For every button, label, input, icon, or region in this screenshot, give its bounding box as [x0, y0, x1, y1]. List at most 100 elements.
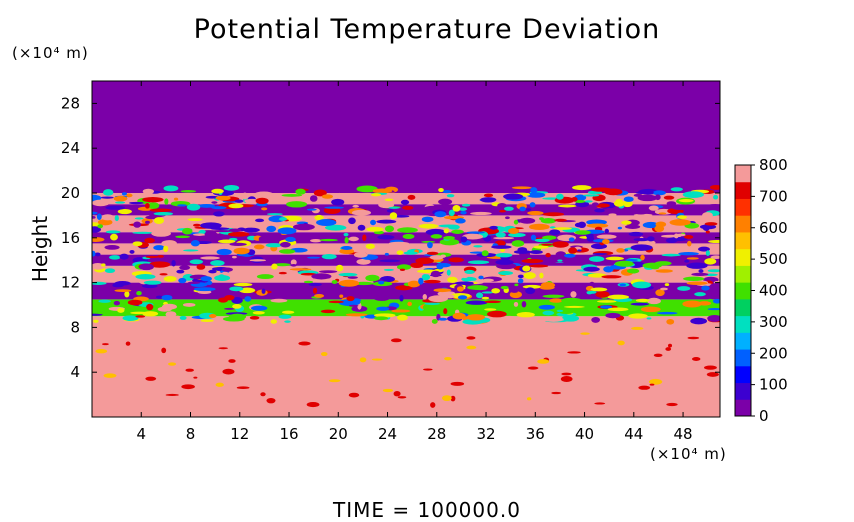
texture-blob	[619, 283, 627, 287]
x-tick-label: 32	[476, 425, 495, 443]
texture-blob	[232, 304, 242, 309]
texture-blob	[462, 233, 484, 240]
texture-blob	[129, 201, 144, 205]
texture-blob	[528, 223, 550, 230]
texture-blob	[378, 280, 385, 285]
texture-blob	[444, 357, 452, 361]
colorbar-segment	[735, 248, 751, 266]
y-tick-label: 24	[61, 139, 80, 157]
texture-blob	[229, 286, 244, 292]
colorbar-segment	[735, 298, 751, 317]
y-axis: 4 8 12 16 20 24 28	[61, 94, 720, 381]
texture-blob	[604, 208, 615, 213]
texture-blob	[180, 190, 197, 193]
texture-blob	[480, 197, 497, 203]
texture-blob	[666, 201, 677, 206]
texture-blob	[241, 192, 248, 200]
texture-blob	[135, 315, 146, 318]
texture-blob	[193, 287, 216, 292]
texture-blob	[694, 292, 706, 297]
colorbar-tick-label: 700	[759, 187, 788, 205]
texture-blob	[575, 230, 591, 235]
texture-blob	[671, 204, 689, 211]
texture-blob	[336, 192, 342, 199]
texture-blob	[421, 273, 430, 281]
y-axis-label: Height	[28, 216, 52, 282]
texture-blob	[430, 234, 443, 239]
texture-blob	[634, 210, 648, 215]
texture-blob	[503, 193, 524, 200]
texture-blob	[505, 216, 510, 220]
texture-blob	[149, 208, 172, 212]
texture-blob	[229, 242, 247, 246]
texture-blob	[546, 257, 568, 263]
texture-blob	[196, 264, 206, 270]
texture-blob	[545, 252, 551, 258]
texture-blob	[590, 243, 608, 250]
texture-blob	[478, 275, 484, 280]
texture-blob	[258, 236, 264, 242]
texture-blob	[200, 319, 214, 323]
texture-blob	[422, 303, 434, 311]
texture-blob	[339, 248, 355, 255]
texture-blob	[348, 217, 356, 225]
texture-blob	[290, 264, 297, 267]
texture-blob	[577, 249, 582, 252]
texture-blob	[403, 251, 418, 255]
texture-blob	[284, 320, 291, 323]
texture-blob	[473, 245, 483, 248]
texture-blob	[312, 287, 318, 294]
texture-blob	[701, 285, 710, 291]
texture-blob	[306, 402, 320, 408]
texture-blob	[216, 248, 232, 256]
texture-blob	[210, 260, 225, 266]
x-tick-label: 48	[674, 425, 693, 443]
texture-blob	[633, 213, 653, 217]
texture-blob	[481, 250, 489, 257]
texture-blob	[473, 281, 478, 284]
heatmap-band-10	[92, 81, 720, 193]
texture-blob	[594, 402, 606, 405]
texture-blob	[347, 276, 358, 279]
texture-blob	[691, 272, 709, 277]
texture-blob	[242, 227, 260, 233]
texture-blob	[320, 309, 336, 314]
time-label: TIME = 100000.0	[333, 498, 521, 522]
texture-blob	[591, 260, 604, 265]
texture-blob	[589, 256, 605, 262]
texture-blob	[664, 283, 670, 287]
texture-blob	[542, 212, 565, 217]
texture-blob	[481, 296, 490, 300]
texture-blob	[125, 308, 132, 312]
texture-blob	[525, 287, 536, 295]
texture-blob	[278, 249, 296, 254]
texture-blob	[498, 270, 514, 276]
texture-blob	[153, 217, 165, 225]
texture-blob	[595, 291, 610, 298]
texture-blob	[321, 194, 334, 199]
texture-blob	[530, 234, 537, 241]
texture-blob	[561, 372, 572, 376]
texture-blob	[390, 338, 402, 343]
plot-frame	[91, 80, 721, 418]
texture-blob	[447, 276, 458, 283]
texture-blob	[675, 233, 686, 237]
texture-blob	[115, 201, 126, 204]
texture-blob	[92, 250, 96, 257]
texture-blob	[122, 315, 139, 322]
texture-blob	[709, 282, 720, 290]
texture-blob	[583, 266, 600, 272]
texture-blob	[348, 304, 359, 307]
texture-blob	[102, 189, 114, 196]
texture-blob	[151, 230, 171, 237]
texture-blob	[448, 257, 464, 263]
texture-blob	[640, 306, 661, 313]
texture-blob	[141, 283, 158, 289]
texture-blob	[600, 305, 613, 309]
texture-blob	[336, 264, 344, 272]
texture-blob	[379, 259, 401, 263]
texture-blob	[522, 265, 531, 272]
texture-blob	[400, 199, 410, 205]
texture-blob	[443, 308, 448, 315]
